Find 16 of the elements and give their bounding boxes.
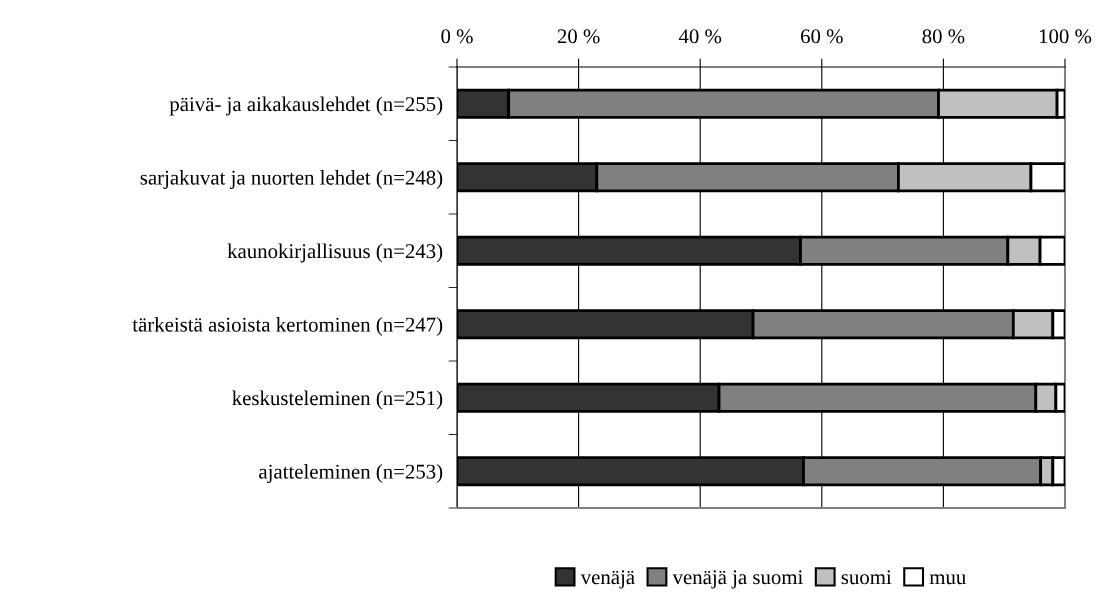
x-tick-label: 40 %: [678, 29, 722, 44]
x-tick-label: 80 %: [922, 29, 965, 44]
legend-label: suomi: [841, 570, 892, 585]
legend-label: venäjä ja suomi: [672, 570, 803, 589]
y-tick-label: sarjakuvat ja nuorten lehdet (n=248): [140, 170, 443, 189]
y-tick-label: keskusteleminen (n=251): [232, 390, 443, 410]
y-tick-label: ajatteleminen (n=253): [259, 464, 443, 483]
x-tick-label: 0 %: [441, 29, 473, 44]
y-tick-label: kaunokirjallisuus (n=243): [227, 243, 443, 263]
x-tick-label: 60 %: [801, 29, 843, 44]
y-tick-label: päivä- ja aikakauslehdet (n=255): [169, 96, 443, 116]
legend-label: muu: [929, 574, 966, 585]
x-tick-label: 20 %: [557, 29, 600, 44]
y-tick-label: tärkeistä asioista kertominen (n=247): [132, 317, 443, 336]
x-tick-label: 100 %: [1039, 29, 1092, 44]
legend-label: venäjä: [580, 570, 635, 589]
